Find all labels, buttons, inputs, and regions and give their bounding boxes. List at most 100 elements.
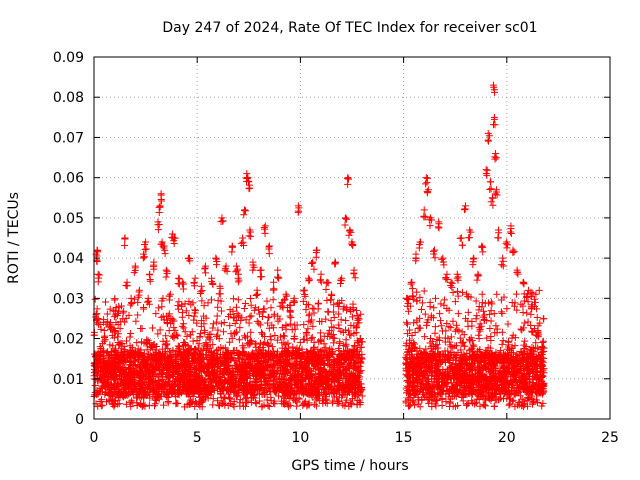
bulk-point [123, 337, 131, 345]
bulk-point [209, 320, 217, 328]
bulk-point [503, 305, 511, 313]
bulk-point [476, 327, 484, 335]
grid-lines [94, 57, 610, 419]
bulk-point [213, 397, 221, 405]
bulk-point [190, 312, 198, 320]
bulk-point [162, 332, 170, 340]
bulk-point [475, 334, 483, 342]
bulk-point [490, 402, 498, 410]
bulk-point [539, 337, 547, 345]
bulk-point [165, 327, 173, 335]
bulk-point [488, 300, 496, 308]
bulk-point [258, 313, 266, 321]
bulk-point [264, 402, 272, 410]
bulk-point [498, 340, 506, 348]
bulk-point [309, 304, 317, 312]
bulk-point [535, 286, 543, 294]
bulk-point [449, 289, 457, 297]
bulk-point [213, 318, 221, 326]
bulk-point [159, 294, 167, 302]
bulk-point [179, 309, 187, 317]
bulk-point [303, 300, 311, 308]
bulk-point [130, 295, 138, 303]
bulk-point [273, 336, 281, 344]
bulk-point [140, 304, 148, 312]
bulk-point [175, 298, 183, 306]
bulk-point [453, 287, 461, 295]
bulk-point [160, 401, 168, 409]
bulk-point [265, 313, 273, 321]
bulk-point [256, 321, 264, 329]
bulk-point [135, 356, 143, 364]
bulk-point [426, 298, 434, 306]
bulk-point [342, 326, 350, 334]
bulk-point [149, 324, 157, 332]
bulk-point [109, 307, 117, 315]
bulk-point [255, 319, 263, 327]
bulk-point [158, 303, 166, 311]
bulk-point [133, 339, 141, 347]
bulk-point [209, 395, 217, 403]
bulk-point [302, 306, 310, 314]
bulk-point [183, 332, 191, 340]
bulk-point [342, 366, 350, 374]
bulk-point [91, 295, 99, 303]
bulk-point [504, 320, 512, 328]
bulk-point [235, 336, 243, 344]
bulk-point [274, 317, 282, 325]
bulk-point [186, 344, 194, 352]
bulk-point [436, 310, 444, 318]
bulk-point [437, 317, 445, 325]
bulk-point [213, 331, 221, 339]
bulk-point [143, 346, 151, 354]
bulk-point [225, 313, 233, 321]
bulk-point [499, 337, 507, 345]
bulk-point [132, 317, 140, 325]
bulk-point [316, 347, 324, 355]
bulk-point [303, 336, 311, 344]
bulk-point [486, 325, 494, 333]
bulk-point [232, 303, 240, 311]
bulk-point [134, 298, 142, 306]
bulk-point [309, 322, 317, 330]
bulk-point [209, 341, 217, 349]
bulk-point [269, 296, 277, 304]
bulk-point [214, 303, 222, 311]
chart-title: Day 247 of 2024, Rate Of TEC Index for r… [162, 20, 537, 36]
bulk-point [162, 341, 170, 349]
bulk-point [226, 322, 234, 330]
bulk-point [314, 300, 322, 308]
bulk-point [304, 301, 312, 309]
bulk-point [463, 400, 471, 408]
bulk-point [242, 316, 250, 324]
bulk-point [266, 333, 274, 341]
bulk-point [270, 312, 278, 320]
bulk-point [245, 319, 253, 327]
bulk-point [241, 300, 249, 308]
bulk-point [102, 298, 110, 306]
bulk-point [523, 309, 531, 317]
bulk-point [330, 301, 338, 309]
bulk-point [217, 320, 225, 328]
bulk-point [231, 319, 239, 327]
bulk-point [163, 340, 171, 348]
bulk-point [335, 310, 343, 318]
bulk-point [134, 345, 142, 353]
bulk-point [247, 312, 255, 320]
bulk-point [146, 351, 154, 359]
bulk-point [271, 331, 279, 339]
bulk-point [423, 321, 431, 329]
bulk-point [480, 401, 488, 409]
bulk-point [97, 402, 105, 410]
bulk-point [403, 319, 411, 327]
bulk-point [229, 295, 237, 303]
bulk-point [299, 297, 307, 305]
bulk-point [190, 316, 198, 324]
bulk-point [253, 317, 261, 325]
bulk-point [447, 343, 455, 351]
bulk-point [352, 307, 360, 315]
bulk-point [345, 331, 353, 339]
bulk-point [234, 296, 242, 304]
bulk-point [349, 300, 357, 308]
